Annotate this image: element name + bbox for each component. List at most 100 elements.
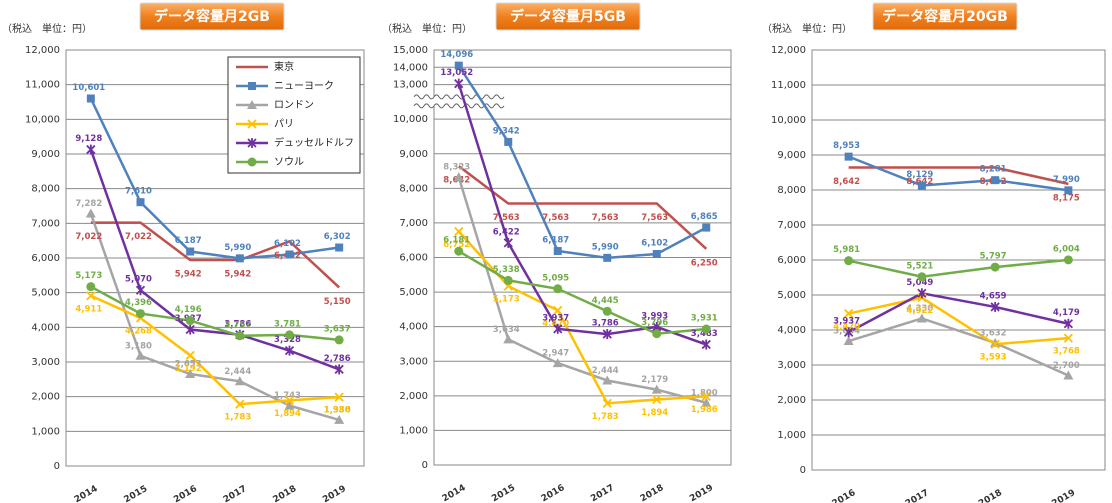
data-label: 3,192: [175, 364, 202, 374]
marker: [284, 400, 295, 410]
marker: [553, 284, 563, 294]
marker: [602, 398, 612, 408]
data-label: 3,632: [980, 328, 1007, 338]
data-label: 5,990: [592, 242, 619, 252]
data-label: 5,070: [125, 275, 152, 285]
data-label: 4,268: [125, 327, 152, 337]
data-label: 7,282: [75, 199, 102, 209]
marker: [86, 94, 95, 103]
marker: [844, 152, 853, 161]
data-label: 6,187: [542, 236, 569, 246]
marker-stroke: [334, 392, 344, 402]
series-line: [90, 221, 341, 289]
y-tick-label: 0: [422, 460, 428, 471]
marker-stroke: [553, 305, 563, 316]
data-label: 3,937: [833, 317, 860, 327]
x-tick-label: 2018: [272, 484, 299, 503]
x-tick-label: 2014: [73, 484, 100, 503]
x-tick-label: 2014: [441, 483, 468, 503]
y-tick-label: 4,000: [777, 325, 806, 336]
data-label: 5,173: [493, 295, 520, 305]
y-tick-label: 2,000: [399, 391, 428, 402]
y-tick-label: 0: [800, 465, 806, 476]
data-label: 1,743: [274, 391, 301, 401]
marker: [1064, 186, 1073, 195]
marker: [284, 395, 295, 405]
data-label: 2,444: [592, 366, 619, 376]
unit-label: （税込 単位：円）: [2, 22, 92, 35]
data-label: 7,563: [641, 213, 668, 223]
x-tick-label: 2017: [222, 484, 249, 503]
data-label: 5,942: [175, 270, 202, 280]
marker: [552, 358, 563, 368]
y-tick-label: 3,000: [399, 356, 428, 367]
marker: [652, 329, 662, 339]
data-label: 1,894: [274, 409, 301, 419]
marker: [916, 313, 927, 323]
series-line: [90, 285, 340, 342]
x-tick-label: 2019: [1050, 488, 1077, 503]
unit-label: （税込 単位：円）: [762, 22, 852, 35]
marker: [990, 301, 1000, 312]
marker: [285, 250, 294, 259]
data-label: 4,445: [592, 296, 619, 306]
chart-title: データ容量月5GB: [510, 8, 626, 25]
y-tick-label: 1,000: [777, 430, 806, 441]
marker-stroke: [652, 394, 662, 405]
y-tick-label: 8,000: [399, 183, 428, 194]
axis-break-edge: [413, 94, 505, 100]
y-tick-label: 4,000: [399, 322, 428, 333]
marker: [86, 291, 96, 301]
marker: [235, 331, 245, 341]
marker: [135, 285, 146, 296]
marker: [135, 350, 146, 360]
y-tick-label: 6,000: [777, 255, 806, 266]
y-tick-label: 0: [54, 461, 60, 472]
legend-marker: [247, 138, 257, 148]
data-label: 5,049: [906, 278, 933, 288]
marker: [503, 275, 513, 285]
data-label: 7,022: [125, 232, 152, 242]
data-label: 3,993: [641, 311, 668, 321]
y-tick-label: 2,000: [31, 392, 60, 403]
data-label: 6,187: [175, 236, 202, 246]
data-label: 2,444: [224, 367, 251, 377]
data-label: 3,796: [641, 318, 668, 328]
y-tick-label: 5,000: [777, 290, 806, 301]
marker-stroke: [454, 226, 464, 237]
y-tick-label: 10,000: [25, 114, 60, 125]
y-tick-label: 9,000: [777, 150, 806, 161]
marker: [136, 198, 145, 207]
y-tick-label: 1,000: [399, 425, 428, 436]
marker: [86, 282, 96, 292]
marker: [186, 247, 195, 256]
x-tick-label: 2016: [172, 484, 199, 503]
data-label: 3,786: [224, 319, 251, 329]
series-line: [457, 83, 707, 346]
data-label: 7,563: [592, 213, 619, 223]
series-line: [457, 230, 707, 405]
legend-label: パリ: [274, 118, 294, 130]
y-tick-label: 6,000: [31, 253, 60, 264]
marker: [1063, 318, 1074, 329]
marker: [917, 272, 927, 282]
marker: [334, 392, 344, 402]
data-label: 3,781: [274, 319, 301, 329]
marker: [602, 306, 612, 316]
data-label: 3,328: [274, 335, 301, 345]
marker-stroke: [185, 350, 195, 360]
data-label: 5,338: [493, 265, 520, 275]
marker: [454, 246, 464, 256]
data-label: 4,179: [1053, 308, 1080, 318]
y-tick-label: 10,000: [771, 115, 806, 126]
marker: [652, 249, 661, 258]
legend-marker: [248, 82, 256, 90]
axis-break-edge: [413, 103, 505, 109]
data-label: 4,911: [75, 304, 102, 314]
title-box: [872, 2, 1018, 31]
data-label: 6,302: [324, 232, 351, 242]
marker: [235, 254, 244, 263]
marker: [185, 350, 195, 360]
marker: [86, 144, 96, 155]
series-line: [848, 258, 1069, 279]
